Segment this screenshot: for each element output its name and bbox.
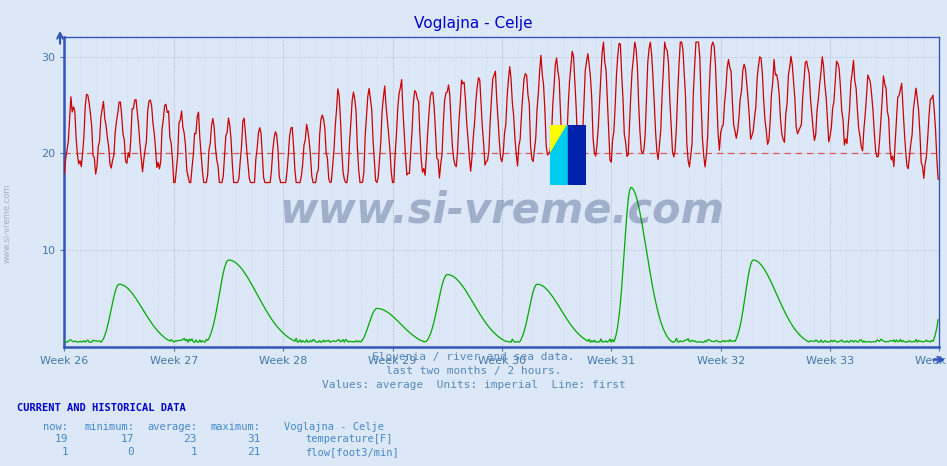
- Polygon shape: [549, 125, 567, 155]
- Text: 0: 0: [128, 447, 134, 457]
- Text: 17: 17: [121, 434, 134, 444]
- Text: www.si-vreme.com: www.si-vreme.com: [3, 184, 12, 263]
- Text: flow[foot3/min]: flow[foot3/min]: [305, 447, 399, 457]
- Text: maximum:: maximum:: [210, 422, 260, 432]
- Text: 1: 1: [62, 447, 68, 457]
- Polygon shape: [549, 125, 567, 185]
- Text: Voglajna - Celje: Voglajna - Celje: [414, 16, 533, 31]
- Text: last two months / 2 hours.: last two months / 2 hours.: [385, 366, 562, 376]
- Text: 31: 31: [247, 434, 260, 444]
- Text: 1: 1: [190, 447, 197, 457]
- Text: Values: average  Units: imperial  Line: first: Values: average Units: imperial Line: fi…: [322, 380, 625, 390]
- Text: average:: average:: [147, 422, 197, 432]
- Text: 23: 23: [184, 434, 197, 444]
- Text: temperature[F]: temperature[F]: [305, 434, 392, 444]
- Text: 21: 21: [247, 447, 260, 457]
- Polygon shape: [567, 125, 585, 185]
- Text: now:: now:: [44, 422, 68, 432]
- Text: www.si-vreme.com: www.si-vreme.com: [279, 190, 724, 232]
- Text: Voglajna - Celje: Voglajna - Celje: [284, 422, 384, 432]
- Text: Slovenia / river and sea data.: Slovenia / river and sea data.: [372, 352, 575, 362]
- Text: minimum:: minimum:: [84, 422, 134, 432]
- Text: CURRENT AND HISTORICAL DATA: CURRENT AND HISTORICAL DATA: [17, 403, 186, 413]
- Text: 19: 19: [55, 434, 68, 444]
